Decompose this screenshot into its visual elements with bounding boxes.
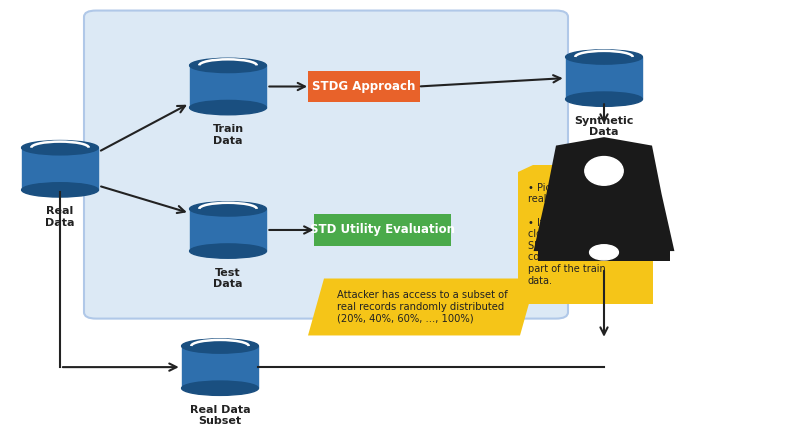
Bar [190,65,266,108]
Text: Test
Data: Test Data [214,267,242,289]
Text: Attacker has access to a subset of
real records randomly distributed
(20%, 40%, : Attacker has access to a subset of real … [337,290,507,324]
Ellipse shape [190,58,266,73]
Ellipse shape [585,157,623,185]
Text: • Pick a row in
real data subset.

• If there is a row
close enough in
SD then a: • Pick a row in real data subset. • If t… [528,183,613,286]
Polygon shape [538,248,670,261]
Bar [566,57,642,99]
Ellipse shape [566,92,642,106]
Ellipse shape [566,50,642,64]
Text: Synthetic
Data: Synthetic Data [574,116,634,137]
Text: STD Utility Evaluation: STD Utility Evaluation [310,224,455,236]
Bar [182,346,258,388]
Text: Real
Data: Real Data [46,206,74,228]
Circle shape [572,154,636,188]
Polygon shape [518,165,653,304]
Polygon shape [534,137,674,251]
Ellipse shape [190,244,266,258]
Text: Train
Data: Train Data [213,124,243,146]
Polygon shape [308,279,536,335]
Ellipse shape [22,141,98,155]
FancyBboxPatch shape [84,11,568,319]
Text: Real Data
Subset: Real Data Subset [190,405,250,426]
FancyBboxPatch shape [308,71,421,102]
Ellipse shape [190,202,266,216]
Text: STDG Approach: STDG Approach [312,80,416,93]
Bar [190,209,266,251]
Circle shape [590,245,618,260]
Ellipse shape [22,183,98,197]
Bar [22,147,98,190]
Ellipse shape [182,381,258,396]
Ellipse shape [190,101,266,115]
FancyBboxPatch shape [314,215,451,246]
Ellipse shape [182,339,258,353]
